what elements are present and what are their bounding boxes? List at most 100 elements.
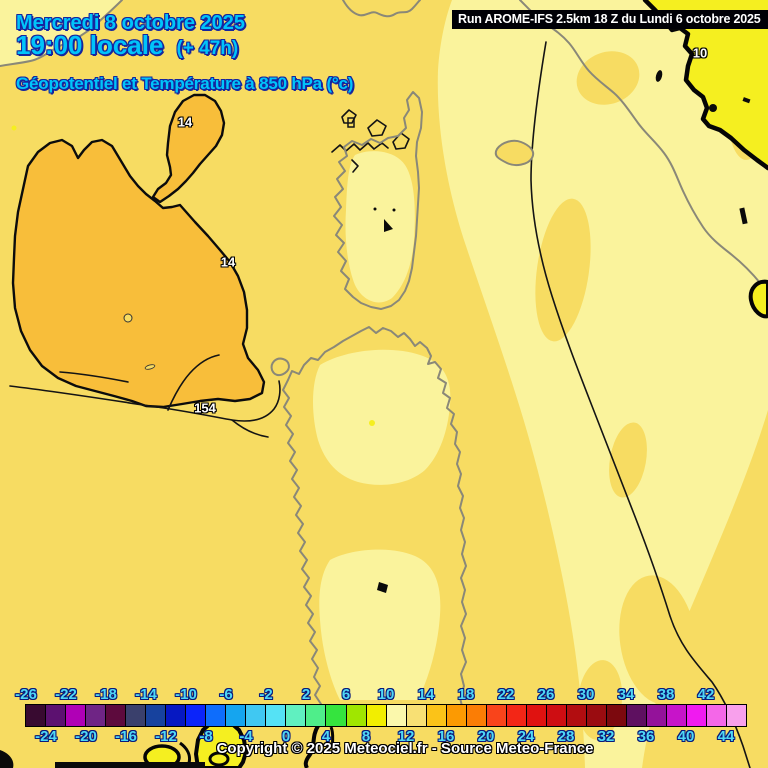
pale-band bbox=[437, 0, 768, 768]
date-line: Mercredi 8 octobre 2025 bbox=[16, 12, 245, 34]
colorbar-tick: 30 bbox=[577, 686, 595, 703]
pale-france bbox=[0, 0, 122, 66]
colorbar-cell bbox=[206, 705, 227, 726]
colorbar-tick: 20 bbox=[477, 728, 495, 745]
colorbar-cell bbox=[606, 705, 627, 726]
map-contour-label: 10 bbox=[692, 45, 708, 61]
colorbar-tick: 24 bbox=[517, 728, 535, 745]
coast-italy bbox=[519, 0, 768, 297]
colorbar-cell bbox=[106, 705, 127, 726]
colorbar-cell bbox=[646, 705, 667, 726]
colorbar-cell bbox=[326, 705, 347, 726]
colorbar-tick: 36 bbox=[637, 728, 655, 745]
colorbar-cell bbox=[687, 705, 708, 726]
colorbar-cell bbox=[346, 705, 367, 726]
colorbar-cell bbox=[286, 705, 307, 726]
colorbar-tick: 4 bbox=[321, 728, 331, 745]
colorbar-cell bbox=[226, 705, 247, 726]
colorbar-cell bbox=[246, 705, 267, 726]
colorbar-tick: -14 bbox=[135, 686, 157, 703]
colorbar-tick: -24 bbox=[35, 728, 57, 745]
colorbar-cell bbox=[126, 705, 147, 726]
colorbar-cell bbox=[626, 705, 647, 726]
temperature-colorbar bbox=[25, 704, 747, 727]
colorbar-cell bbox=[446, 705, 467, 726]
contour-154-group bbox=[9, 354, 281, 438]
colorbar-cell bbox=[26, 705, 47, 726]
colorbar-tick: 8 bbox=[361, 728, 371, 745]
colorbar-cell bbox=[266, 705, 287, 726]
colorbar-tick: 2 bbox=[301, 686, 311, 703]
contour-corsica-squiggles bbox=[331, 109, 410, 173]
warm-blob-small bbox=[151, 93, 226, 204]
colorbar-cell bbox=[306, 705, 327, 726]
colorbar-tick: 28 bbox=[557, 728, 575, 745]
pale-sardinia-north bbox=[313, 349, 451, 485]
colorbar-tick: -12 bbox=[155, 728, 177, 745]
colorbar-tick: 14 bbox=[417, 686, 435, 703]
time-text: 19:00 locale bbox=[16, 30, 164, 60]
map-marks bbox=[11, 70, 751, 593]
colorbar-tick: -26 bbox=[15, 686, 37, 703]
coast-france bbox=[0, 0, 123, 67]
colorbar-cell bbox=[146, 705, 167, 726]
pale-sardinia-south bbox=[319, 549, 441, 700]
colorbar-tick: -4 bbox=[239, 728, 253, 745]
colorbar-tick: 0 bbox=[281, 728, 291, 745]
colorbar-tick: 40 bbox=[677, 728, 695, 745]
colorbar-cell bbox=[546, 705, 567, 726]
colorbar-cell bbox=[707, 705, 728, 726]
warm-blob-large bbox=[11, 138, 266, 409]
colorbar-tick: 32 bbox=[597, 728, 615, 745]
run-info-bar: Run AROME-IFS 2.5km 18 Z du Lundi 6 octo… bbox=[452, 10, 768, 29]
contour-diagonal bbox=[530, 41, 751, 768]
colorbar-cell bbox=[166, 705, 187, 726]
map-contour-label: 154 bbox=[194, 400, 216, 416]
colorbar-cell bbox=[667, 705, 688, 726]
colorbar-cell bbox=[526, 705, 547, 726]
colorbar-cell bbox=[486, 705, 507, 726]
colorbar-cell bbox=[46, 705, 67, 726]
colorbar-tick: 16 bbox=[437, 728, 455, 745]
forecast-offset: (+ 47h) bbox=[176, 38, 239, 59]
map-contour-label: 14 bbox=[220, 254, 236, 270]
colorbar-cell bbox=[566, 705, 587, 726]
colorbar-tick: 18 bbox=[457, 686, 475, 703]
island-asinara bbox=[270, 357, 290, 377]
colorbar-tick: -16 bbox=[115, 728, 137, 745]
colorbar-tick: 38 bbox=[657, 686, 675, 703]
colorbar-cell bbox=[506, 705, 527, 726]
warm-blob-dash bbox=[144, 364, 156, 370]
copyright-text: Copyright © 2025 Meteociel.fr - Source M… bbox=[216, 740, 594, 757]
colorbar-cell bbox=[66, 705, 87, 726]
time-line: 19:00 locale (+ 47h) bbox=[16, 30, 238, 61]
warm-blob-hole bbox=[123, 313, 133, 323]
colorbar-tick: 34 bbox=[617, 686, 635, 703]
map-contour-label: 14 bbox=[177, 114, 193, 130]
colorbar-cell bbox=[386, 705, 407, 726]
colorbar-cell bbox=[586, 705, 607, 726]
bright-corner bbox=[645, 0, 768, 168]
isotherm-10-line bbox=[642, 0, 768, 171]
colorbar-tick: 26 bbox=[537, 686, 555, 703]
colorbar-tick: -8 bbox=[199, 728, 213, 745]
coast-corsica bbox=[333, 91, 423, 310]
colorbar-tick: -2 bbox=[259, 686, 273, 703]
colorbar-cell bbox=[466, 705, 487, 726]
colorbar-tick: -22 bbox=[55, 686, 77, 703]
coastlines bbox=[0, 0, 768, 723]
colorbar-cell bbox=[186, 705, 207, 726]
colorbar-cell bbox=[406, 705, 427, 726]
colorbar-tick: 44 bbox=[717, 728, 735, 745]
map-subtitle: Géopotentiel et Température à 850 hPa (°… bbox=[16, 74, 354, 93]
colorbar-tick: -18 bbox=[95, 686, 117, 703]
colorbar-tick: 42 bbox=[697, 686, 715, 703]
colorbar-tick: 10 bbox=[377, 686, 395, 703]
colorbar-cell bbox=[366, 705, 387, 726]
colorbar-cell bbox=[86, 705, 107, 726]
colorbar-cell bbox=[727, 705, 747, 726]
bottom-strip-shapes bbox=[0, 717, 337, 768]
colorbar-tick: 12 bbox=[397, 728, 415, 745]
